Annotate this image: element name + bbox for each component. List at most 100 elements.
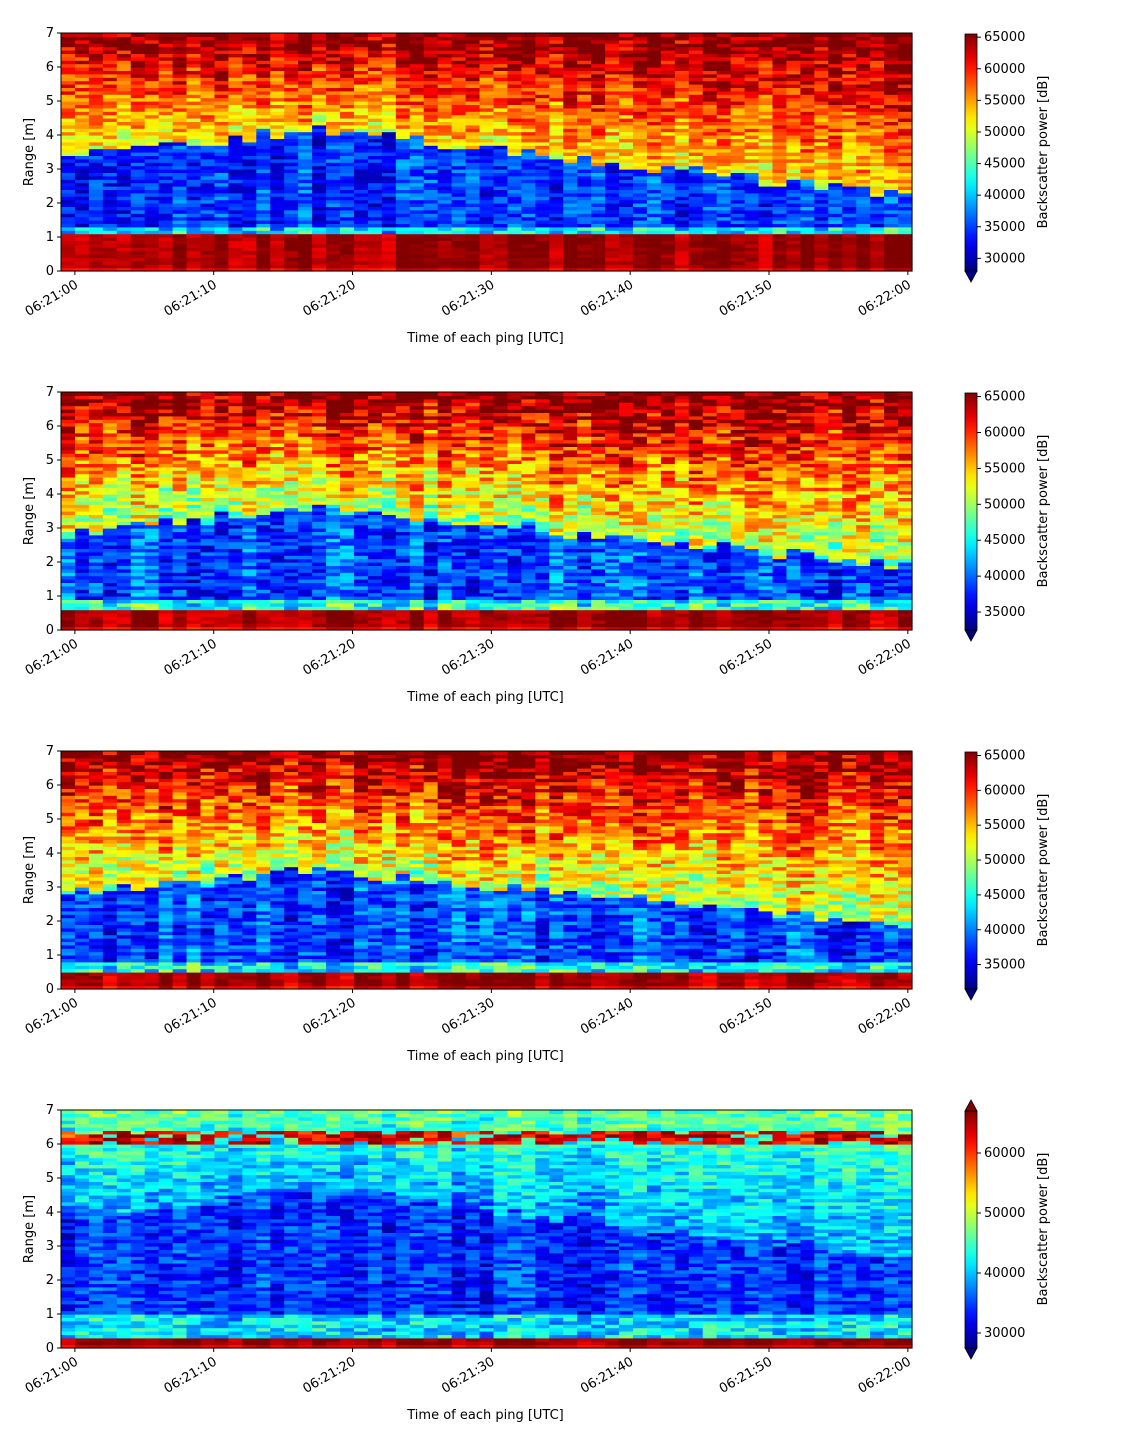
x-tick-label: 06:21:20 (300, 277, 358, 319)
heatmap-cell (382, 193, 397, 197)
heatmap-cell (117, 227, 132, 231)
heatmap-cell (75, 33, 90, 37)
heatmap-cell (410, 264, 425, 268)
heatmap-cell (270, 132, 285, 136)
heatmap-cell (117, 504, 132, 508)
heatmap-cell (242, 166, 257, 170)
heatmap-cell (382, 251, 397, 255)
heatmap-cell (689, 200, 704, 204)
heatmap-cell (647, 142, 662, 146)
heatmap-cell (284, 251, 299, 255)
heatmap-cell (75, 149, 90, 153)
heatmap-cell (396, 251, 411, 255)
heatmap-cell (103, 453, 118, 457)
heatmap-cell (884, 142, 899, 146)
heatmap-cell (480, 149, 495, 153)
heatmap-cell (898, 149, 913, 153)
heatmap-cell (75, 176, 90, 180)
heatmap-cell (284, 183, 299, 187)
heatmap-cell (340, 149, 355, 153)
heatmap-cell (535, 234, 550, 238)
heatmap-cell (480, 244, 495, 248)
heatmap-cell (577, 166, 592, 170)
heatmap-cell (856, 251, 871, 255)
heatmap-cell (396, 264, 411, 268)
heatmap-cell (201, 251, 216, 255)
heatmap-cell (340, 132, 355, 136)
heatmap-cell (312, 159, 327, 163)
x-axis-label: Time of each ping [UTC] (406, 331, 564, 346)
heatmap-cell (772, 210, 787, 214)
heatmap-cell (466, 234, 481, 238)
heatmap-cell (326, 132, 341, 136)
heatmap-cell (131, 436, 146, 440)
heatmap-cell (103, 210, 118, 214)
heatmap-cell (214, 227, 229, 231)
heatmap-cell (745, 132, 760, 136)
heatmap-cell (256, 210, 271, 214)
heatmap-cell (201, 159, 216, 163)
heatmap-cell (717, 251, 732, 255)
heatmap-cell (493, 159, 508, 163)
heatmap-cell (507, 159, 522, 163)
heatmap-cell (661, 234, 676, 238)
heatmap-cell (703, 217, 718, 221)
heatmap-cell (117, 159, 132, 163)
heatmap-cell (298, 176, 313, 180)
heatmap-cell (340, 227, 355, 231)
colorbar-tick-label: 60000 (984, 62, 1025, 77)
heatmap-cell (605, 251, 620, 255)
heatmap-cell (870, 183, 885, 187)
heatmap-cell (605, 33, 620, 37)
heatmap-cell (117, 470, 132, 474)
heatmap-cell (145, 227, 160, 231)
heatmap-cell (759, 132, 774, 136)
heatmap-cell (731, 251, 746, 255)
heatmap-cell (187, 193, 202, 197)
heatmap-cell (577, 210, 592, 214)
heatmap-cell (675, 264, 690, 268)
heatmap-cell (228, 251, 243, 255)
heatmap-cell (452, 132, 467, 136)
heatmap-cell (228, 234, 243, 238)
heatmap-cell (117, 392, 132, 396)
heatmap-cell (396, 227, 411, 231)
heatmap-cell (647, 251, 662, 255)
heatmap-cell (717, 33, 732, 37)
heatmap-cell (786, 159, 801, 163)
x-tick-label: 06:21:40 (578, 277, 636, 319)
heatmap-cell (675, 159, 690, 163)
heatmap-cell (438, 149, 453, 153)
heatmap-cell (549, 132, 564, 136)
heatmap-cell (424, 176, 439, 180)
heatmap-cell (717, 183, 732, 187)
heatmap-cell (368, 264, 383, 268)
heatmap-cell (368, 183, 383, 187)
heatmap-cell (159, 210, 174, 214)
heatmap-cell (759, 166, 774, 170)
heatmap-cell (689, 176, 704, 180)
heatmap-cell (131, 193, 146, 197)
heatmap-cell (61, 200, 76, 204)
heatmap-cell (884, 264, 899, 268)
heatmap-cell (675, 142, 690, 146)
heatmap-cell (577, 132, 592, 136)
heatmap-cell (466, 193, 481, 197)
heatmap-cell (898, 183, 913, 187)
heatmap-cell (717, 193, 732, 197)
heatmap-cell (312, 142, 327, 146)
heatmap-cell (689, 166, 704, 170)
heatmap-cell (549, 227, 564, 231)
heatmap-cell (173, 234, 188, 238)
x-tick-label: 06:21:30 (439, 277, 497, 319)
y-tick-label: 5 (46, 94, 54, 109)
heatmap-cell (145, 504, 160, 508)
heatmap-cell (242, 244, 257, 248)
heatmap-cell (159, 159, 174, 163)
heatmap-cell (103, 487, 118, 491)
heatmap-cell (145, 142, 160, 146)
heatmap-cell (131, 504, 146, 508)
heatmap-cell (242, 176, 257, 180)
heatmap-cell (424, 244, 439, 248)
heatmap-cell (466, 251, 481, 255)
